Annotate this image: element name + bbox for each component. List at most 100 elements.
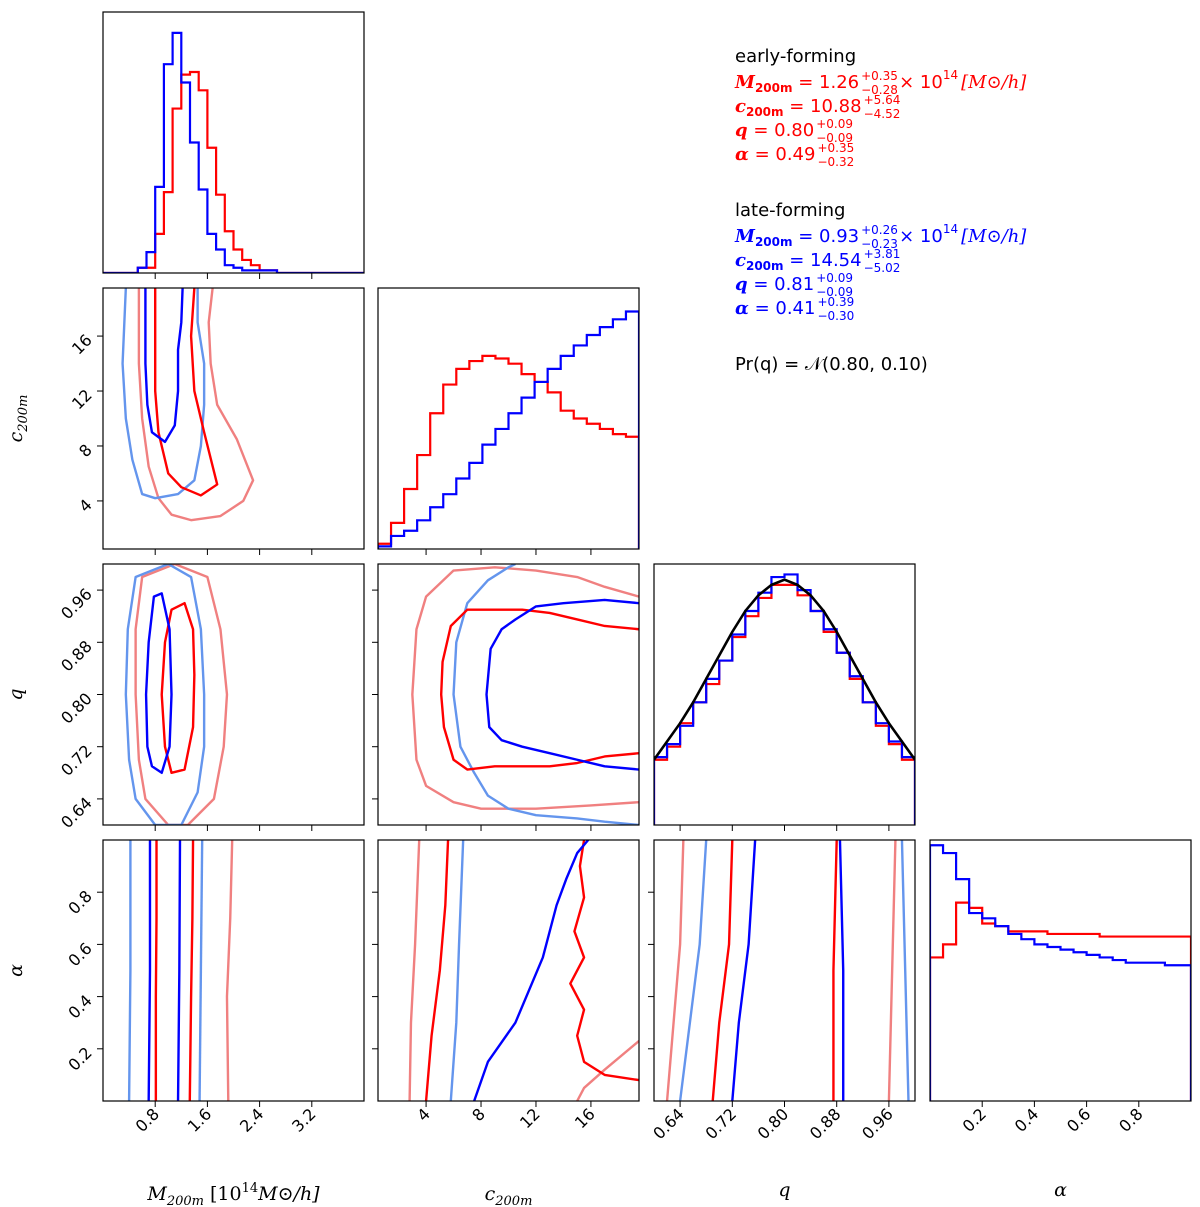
x-tick-label-alpha: 0.4 bbox=[1011, 1104, 1042, 1135]
legend-late-title: late-forming bbox=[735, 200, 845, 221]
legend-upper-error: +0.09 bbox=[816, 271, 853, 285]
label-exp: 14 bbox=[242, 1181, 259, 1196]
contour-late_inner_right bbox=[838, 840, 845, 1101]
legend-early-line: M200m = 1.26 bbox=[734, 72, 859, 95]
y-tick-label-alpha: 0.4 bbox=[64, 991, 95, 1022]
label-main: q bbox=[778, 1179, 790, 1201]
legend-early-title: early-forming bbox=[735, 46, 856, 67]
contour-late_outer bbox=[449, 840, 465, 1101]
legend-symbol: q bbox=[735, 120, 748, 141]
legend-sub: 200m bbox=[746, 105, 784, 119]
label-main: M bbox=[146, 1183, 167, 1205]
legend-late-line: M200m = 0.93 bbox=[734, 226, 859, 249]
legend-symbol: M bbox=[734, 226, 756, 247]
hist-q bbox=[654, 573, 915, 825]
hist-c200m bbox=[378, 310, 639, 549]
contours-M200m_alpha bbox=[127, 840, 234, 1101]
panel-frame bbox=[102, 11, 365, 274]
panel-frame bbox=[377, 287, 640, 550]
label-sub: 200m bbox=[494, 1194, 532, 1207]
contour-early_inner bbox=[160, 601, 196, 774]
contour-late_inner bbox=[473, 840, 590, 1101]
contour-early_inner_right bbox=[569, 840, 639, 1082]
panel-frame bbox=[102, 287, 365, 550]
legend-value: = 14.54 bbox=[784, 250, 862, 271]
legend-value: = 1.26 bbox=[793, 72, 860, 93]
contour-early_inner_left bbox=[154, 840, 158, 1101]
contour-late_inner_left bbox=[147, 840, 152, 1101]
x-tick-label-c200m: 4 bbox=[413, 1104, 434, 1125]
legend-lower-error: −0.30 bbox=[817, 309, 854, 323]
legend-upper-error: +0.35 bbox=[861, 69, 898, 83]
legend-early-line: c200m = 10.88 bbox=[735, 96, 862, 119]
y-tick-label-c200m: 8 bbox=[75, 440, 96, 461]
legend-symbol: M bbox=[734, 72, 756, 93]
x-tick-label-q: 0.96 bbox=[858, 1104, 897, 1143]
y-tick-label-alpha: 0.6 bbox=[64, 939, 95, 970]
label-main: c bbox=[5, 431, 27, 442]
x-tick-label-alpha: 0.8 bbox=[1115, 1104, 1146, 1135]
contours-q_alpha bbox=[665, 840, 910, 1101]
contours-c200m_alpha bbox=[408, 840, 639, 1101]
x-tick-label-alpha: 0.2 bbox=[959, 1104, 990, 1135]
legend-symbol: α bbox=[735, 144, 749, 165]
contour-late_inner bbox=[144, 592, 173, 774]
y-tick-label-c200m: 12 bbox=[68, 385, 96, 413]
legend-tail: × 1014 [M⊙/h] bbox=[899, 222, 1027, 247]
x-tick-label-q: 0.64 bbox=[649, 1104, 688, 1143]
panel-frame bbox=[377, 563, 640, 826]
legend-prior: Pr(q) = 𝒩(0.80, 0.10) bbox=[735, 354, 928, 375]
contour-early_inner_left bbox=[424, 840, 450, 1101]
label-main: c bbox=[485, 1183, 496, 1205]
contours-M200m_c200m bbox=[121, 288, 255, 522]
label-main: q bbox=[5, 688, 27, 700]
x-tick-label-c200m: 12 bbox=[516, 1104, 544, 1132]
contour-early_outer bbox=[137, 288, 255, 522]
hist-late-q bbox=[654, 573, 915, 825]
label-unit: [10 bbox=[204, 1183, 242, 1205]
legend-value: = 10.88 bbox=[784, 96, 862, 117]
panel-frame bbox=[377, 839, 640, 1102]
y-axis-label-c200m: c200m bbox=[5, 395, 31, 443]
legend-upper-error: +0.09 bbox=[816, 117, 853, 131]
legend-upper-error: +0.39 bbox=[817, 295, 854, 309]
legend-unit: [M⊙/h] bbox=[961, 72, 1027, 93]
hist-M200m bbox=[103, 31, 364, 273]
legend-lower-error: −0.09 bbox=[816, 285, 853, 299]
x-tick-label-q: 0.72 bbox=[702, 1104, 741, 1143]
legend-unit: [M⊙/h] bbox=[961, 226, 1027, 247]
legend-exp: 14 bbox=[943, 68, 958, 82]
x-tick-label-c200m: 8 bbox=[468, 1104, 489, 1125]
legend-early-line: q = 0.80 bbox=[735, 120, 814, 141]
x-tick-label-c200m: 16 bbox=[571, 1104, 599, 1132]
contour-early_outer bbox=[134, 564, 229, 825]
x-axis-label-q: q bbox=[778, 1179, 790, 1201]
legend-times: × 10 bbox=[899, 72, 943, 93]
legend-value: = 0.93 bbox=[793, 226, 860, 247]
x-axis-label-M200m: M200m [1014M⊙/h] bbox=[146, 1181, 320, 1207]
panel-frame bbox=[102, 839, 365, 1102]
legend-late-line: q = 0.81 bbox=[735, 274, 814, 295]
hist-early-M200m bbox=[103, 70, 364, 273]
y-tick-label-c200m: 4 bbox=[75, 495, 96, 516]
legend-upper-error: +0.26 bbox=[861, 223, 898, 237]
x-tick-label-alpha: 0.6 bbox=[1063, 1104, 1094, 1135]
legend-symbol: q bbox=[735, 274, 748, 295]
contours-c200m_q bbox=[411, 564, 639, 825]
x-tick-label-q: 0.88 bbox=[806, 1104, 845, 1143]
hist-late-c200m bbox=[378, 310, 639, 549]
contour-early_outer_right bbox=[576, 1040, 639, 1101]
legend-symbol: α bbox=[735, 298, 749, 319]
hist-late-alpha bbox=[930, 844, 1191, 1101]
panel-frame bbox=[653, 839, 916, 1102]
x-axis-label-c200m: c200m bbox=[485, 1183, 533, 1207]
y-tick-label-c200m: 16 bbox=[68, 330, 96, 358]
contour-late_outer_left bbox=[678, 840, 708, 1101]
contour-late_outer_left bbox=[127, 840, 132, 1101]
y-axis-label-alpha: α bbox=[5, 964, 27, 977]
legend-times: × 10 bbox=[899, 226, 943, 247]
legend-lower-error: −0.09 bbox=[816, 131, 853, 145]
label-sub: 200m bbox=[16, 395, 31, 433]
